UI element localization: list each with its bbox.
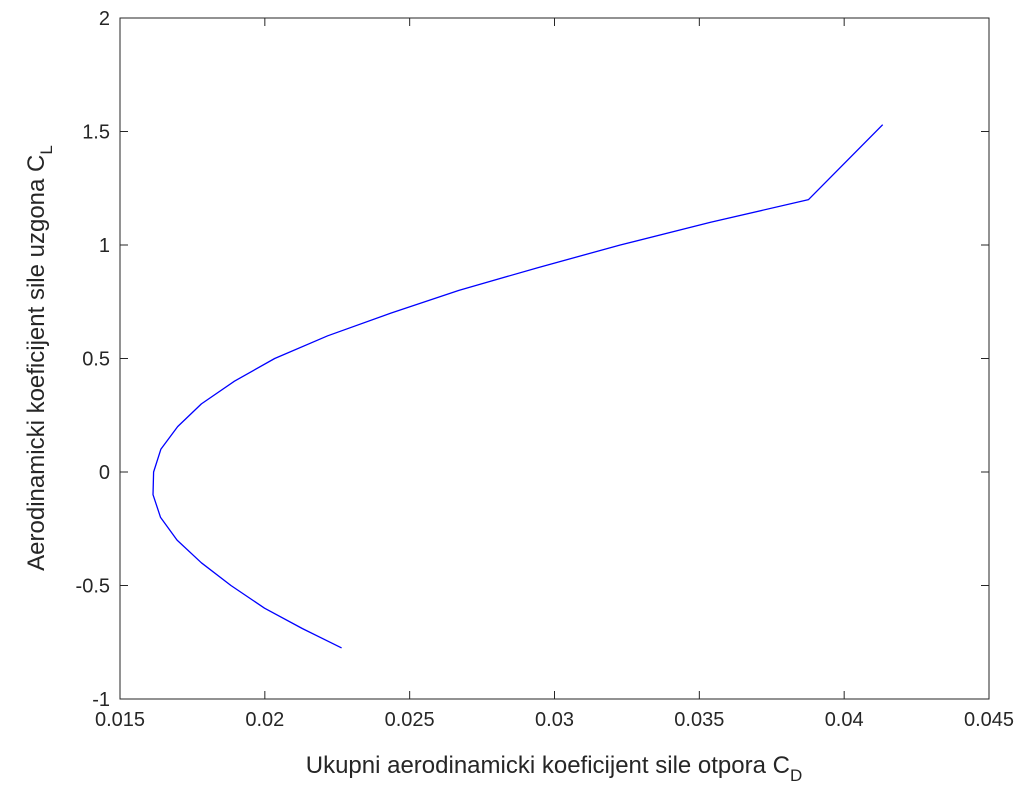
y-axis-title-subscript: L <box>37 145 56 154</box>
x-axis-title-subscript: D <box>790 766 802 785</box>
y-tick-labels: -1 -0.5 0 0.5 1 1.5 2 <box>76 8 110 711</box>
x-axis-title: Ukupni aerodinamicki koeficijent sile ot… <box>306 752 803 785</box>
x-tick-labels: 0.015 0.02 0.025 0.03 0.035 0.04 0.045 <box>95 709 1014 731</box>
y-axis-title-text: Aerodinamicki koeficijent sile uzgona C <box>23 155 50 571</box>
y-tick-label: -1 <box>92 689 110 711</box>
x-tick-label: 0.02 <box>245 709 284 731</box>
plot-area <box>120 18 989 699</box>
series-line-0 <box>152 124 884 649</box>
y-tick-label: 2 <box>99 8 110 30</box>
x-tick-label: 0.035 <box>674 709 724 731</box>
y-tick-label: 0.5 <box>82 349 110 371</box>
y-tick-label: 1 <box>99 235 110 257</box>
x-tick-label: 0.03 <box>535 709 574 731</box>
series-layer <box>152 124 884 649</box>
y-tick-label: 0 <box>99 462 110 484</box>
y-tick-label: 1.5 <box>82 122 110 144</box>
x-axis-title-text: Ukupni aerodinamicki koeficijent sile ot… <box>306 752 790 779</box>
y-tick-label: -0.5 <box>76 576 110 598</box>
y-axis-title: Aerodinamicki koeficijent sile uzgona CL <box>23 145 56 571</box>
x-tick-label: 0.04 <box>825 709 864 731</box>
x-tick-label: 0.045 <box>964 709 1014 731</box>
x-tick-label: 0.015 <box>95 709 145 731</box>
x-tick-label: 0.025 <box>385 709 435 731</box>
ticks-layer <box>119 17 990 700</box>
